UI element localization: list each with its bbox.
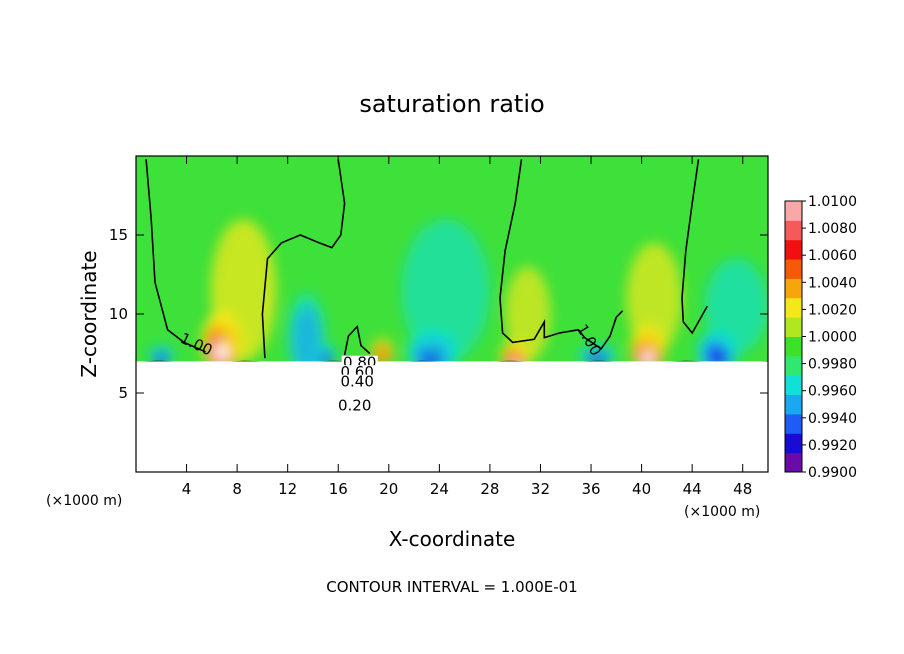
- warm-anomaly: [210, 219, 277, 362]
- colorbar-segment: [785, 317, 802, 337]
- colorbar-segment: [785, 278, 802, 299]
- colorbar-segment: [785, 259, 802, 279]
- y-tick-label: 15: [109, 226, 128, 244]
- x-tick-label: 4: [182, 480, 192, 498]
- warm-anomaly: [373, 343, 392, 367]
- colorbar-segment: [785, 413, 802, 434]
- warm-anomaly: [626, 242, 683, 354]
- x-tick-label: 44: [683, 480, 702, 498]
- contour-line-1-00: [145, 159, 206, 353]
- colorbar-segment: [785, 220, 802, 241]
- colorbar-tick-label: 1.0000: [808, 330, 857, 346]
- colorbar-tick-label: 1.0100: [808, 194, 857, 210]
- colorbar-segment: [785, 355, 802, 376]
- contour-line-1-00: [681, 159, 708, 335]
- x-tick-label: 24: [430, 480, 449, 498]
- cool-anomaly: [401, 219, 490, 362]
- colorbar-segment: [785, 375, 802, 396]
- colorbar-tick-label: 0.9980: [808, 357, 857, 373]
- x-tick-label: 8: [232, 480, 242, 498]
- x-tick-label: 48: [733, 480, 752, 498]
- y-axis-label: Z-coordinate: [77, 250, 101, 377]
- x-axis-ticks: 4 8 12 16 20 24 28 32 36 40 44 48: [182, 156, 752, 498]
- y-tick-label: 10: [109, 305, 128, 323]
- saturation-contours: [145, 159, 708, 359]
- contour-line-1-00: [343, 324, 371, 356]
- x-tick-label: 16: [329, 480, 348, 498]
- contour-label: 0.20: [338, 396, 371, 414]
- x-tick-label: 36: [581, 480, 600, 498]
- colorbar-segment: [785, 452, 802, 473]
- colorbar-tick-label: 1.0020: [808, 302, 857, 318]
- contour-interval-note: CONTOUR INTERVAL = 1.000E-01: [326, 578, 577, 596]
- plot-area: [136, 156, 768, 472]
- cool-anomaly: [292, 306, 321, 373]
- colorbar-segment: [785, 336, 802, 357]
- colorbar-segment: [785, 201, 802, 221]
- colorbar-tick-label: 1.0060: [808, 248, 857, 264]
- y-axis-ticks: 5 10 15: [109, 226, 768, 402]
- colorbar-tick-label: 1.0080: [808, 221, 857, 237]
- x-tick-label: 12: [278, 480, 297, 498]
- colorbar-segment: [785, 394, 802, 415]
- colorbar-tick-label: 0.9900: [808, 465, 857, 481]
- colorbar: 0.9900 0.9920 0.9940 0.9960 0.9980 1.0000 1.00…: [784, 194, 857, 481]
- contour-label-bg: [339, 374, 376, 390]
- x-tick-label: 32: [531, 480, 550, 498]
- x-tick-label: 28: [480, 480, 499, 498]
- x-unit-left: (×1000 m): [46, 493, 122, 509]
- contour-label: 0.40: [340, 373, 373, 391]
- x-unit-right: (×1000 m): [684, 504, 760, 520]
- contour-line-1-00: [499, 159, 624, 350]
- x-axis-label: X-coordinate: [389, 527, 516, 551]
- y-tick-label: 5: [118, 384, 128, 402]
- colorbar-tick-label: 0.9960: [808, 384, 857, 400]
- colorbar-tick-label: 1.0040: [808, 275, 857, 291]
- warm-anomaly: [505, 266, 551, 362]
- colorbar-segment: [785, 433, 802, 454]
- chart-title: saturation ratio: [359, 90, 544, 118]
- below-base-region: [136, 361, 768, 472]
- colorbar-segment: [785, 239, 802, 260]
- colorbar-segment: [785, 297, 802, 318]
- cool-anomaly: [712, 352, 723, 364]
- colorbar-tick-label: 0.9920: [808, 438, 857, 454]
- x-tick-label: 40: [632, 480, 651, 498]
- x-tick-label: 20: [379, 480, 398, 498]
- colorbar-tick-label: 0.9940: [808, 411, 857, 427]
- cool-anomaly: [704, 258, 768, 354]
- contour-label-bg: [336, 398, 373, 414]
- contour-line-1-00: [261, 159, 346, 359]
